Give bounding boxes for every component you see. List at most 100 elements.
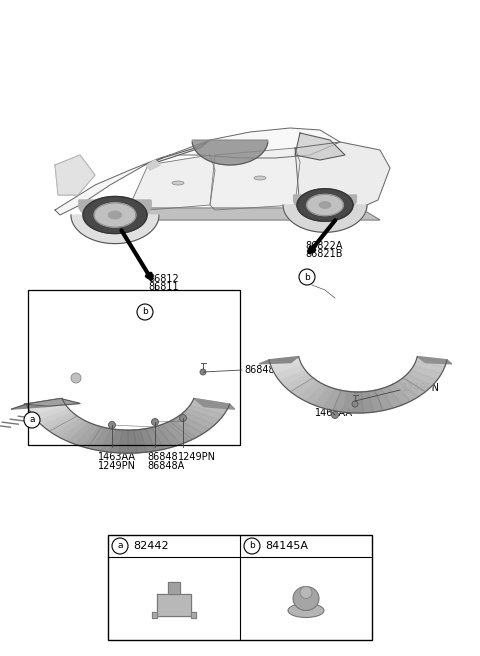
Polygon shape	[170, 128, 340, 158]
Text: b: b	[304, 272, 310, 281]
Polygon shape	[151, 426, 173, 449]
Text: 82442: 82442	[133, 541, 168, 551]
Polygon shape	[12, 398, 62, 409]
Polygon shape	[55, 155, 95, 195]
Polygon shape	[381, 386, 402, 408]
Polygon shape	[90, 208, 380, 220]
Polygon shape	[55, 155, 170, 215]
Text: 86848: 86848	[147, 452, 178, 462]
Polygon shape	[295, 142, 390, 210]
Bar	[108, 535, 372, 640]
Polygon shape	[172, 418, 203, 438]
Ellipse shape	[288, 604, 324, 617]
Circle shape	[108, 422, 116, 428]
Polygon shape	[84, 426, 105, 449]
Polygon shape	[33, 405, 69, 420]
Polygon shape	[29, 402, 66, 415]
Text: 86822A: 86822A	[305, 241, 343, 251]
Polygon shape	[314, 386, 335, 408]
Polygon shape	[290, 378, 318, 397]
Circle shape	[200, 369, 206, 375]
Polygon shape	[152, 611, 157, 617]
Polygon shape	[71, 215, 159, 243]
Polygon shape	[134, 430, 146, 453]
Polygon shape	[271, 361, 302, 373]
Polygon shape	[167, 420, 196, 441]
Polygon shape	[194, 398, 235, 409]
Polygon shape	[108, 211, 121, 218]
Polygon shape	[319, 202, 331, 208]
Polygon shape	[414, 361, 445, 373]
Polygon shape	[324, 389, 341, 411]
Text: a: a	[29, 415, 35, 424]
Polygon shape	[83, 196, 147, 234]
Polygon shape	[180, 412, 215, 430]
Polygon shape	[184, 409, 219, 425]
Polygon shape	[79, 200, 151, 225]
Polygon shape	[259, 357, 299, 364]
Polygon shape	[162, 422, 189, 444]
Circle shape	[244, 538, 260, 554]
Polygon shape	[146, 428, 164, 451]
Polygon shape	[47, 415, 80, 434]
Polygon shape	[398, 378, 425, 397]
Text: 86812: 86812	[148, 274, 179, 284]
Circle shape	[299, 269, 315, 285]
Polygon shape	[92, 428, 110, 451]
Circle shape	[24, 412, 40, 428]
Polygon shape	[140, 429, 156, 452]
Polygon shape	[192, 398, 230, 409]
Circle shape	[112, 538, 128, 554]
Polygon shape	[283, 205, 367, 232]
Polygon shape	[42, 412, 76, 430]
Polygon shape	[190, 402, 227, 415]
Polygon shape	[411, 365, 442, 380]
Polygon shape	[157, 424, 181, 447]
Circle shape	[352, 401, 358, 407]
Circle shape	[332, 411, 338, 419]
Polygon shape	[416, 357, 447, 367]
Text: 86821B: 86821B	[305, 249, 343, 259]
Polygon shape	[294, 195, 356, 216]
Polygon shape	[147, 160, 160, 170]
Polygon shape	[353, 392, 363, 413]
Polygon shape	[36, 409, 72, 425]
Text: 86848: 86848	[244, 365, 275, 375]
Polygon shape	[403, 374, 432, 392]
Polygon shape	[75, 424, 99, 447]
Polygon shape	[176, 415, 209, 434]
Polygon shape	[130, 155, 215, 210]
Polygon shape	[148, 140, 210, 165]
Text: 84145A: 84145A	[265, 541, 308, 551]
Circle shape	[137, 304, 153, 320]
Polygon shape	[187, 405, 224, 420]
Text: 1249PN: 1249PN	[98, 461, 136, 471]
Bar	[28, 290, 240, 445]
Circle shape	[300, 586, 312, 598]
Ellipse shape	[293, 586, 319, 611]
Polygon shape	[60, 420, 89, 441]
Circle shape	[180, 415, 187, 422]
Polygon shape	[375, 389, 393, 411]
Text: b: b	[249, 541, 255, 550]
Ellipse shape	[172, 181, 184, 185]
Text: 1463AA: 1463AA	[98, 452, 136, 462]
Polygon shape	[26, 398, 64, 409]
Text: 1249PN: 1249PN	[178, 452, 216, 462]
Polygon shape	[297, 189, 353, 221]
Polygon shape	[191, 611, 196, 617]
Polygon shape	[128, 430, 137, 453]
Polygon shape	[67, 422, 94, 444]
Polygon shape	[210, 148, 300, 210]
Text: b: b	[142, 308, 148, 316]
Polygon shape	[157, 594, 191, 615]
Polygon shape	[368, 390, 383, 412]
Text: 86811: 86811	[148, 282, 179, 292]
Polygon shape	[307, 194, 343, 216]
Polygon shape	[387, 384, 410, 405]
Polygon shape	[295, 133, 345, 160]
Polygon shape	[333, 390, 348, 412]
Polygon shape	[119, 430, 128, 453]
Polygon shape	[407, 370, 437, 386]
Ellipse shape	[254, 176, 266, 180]
